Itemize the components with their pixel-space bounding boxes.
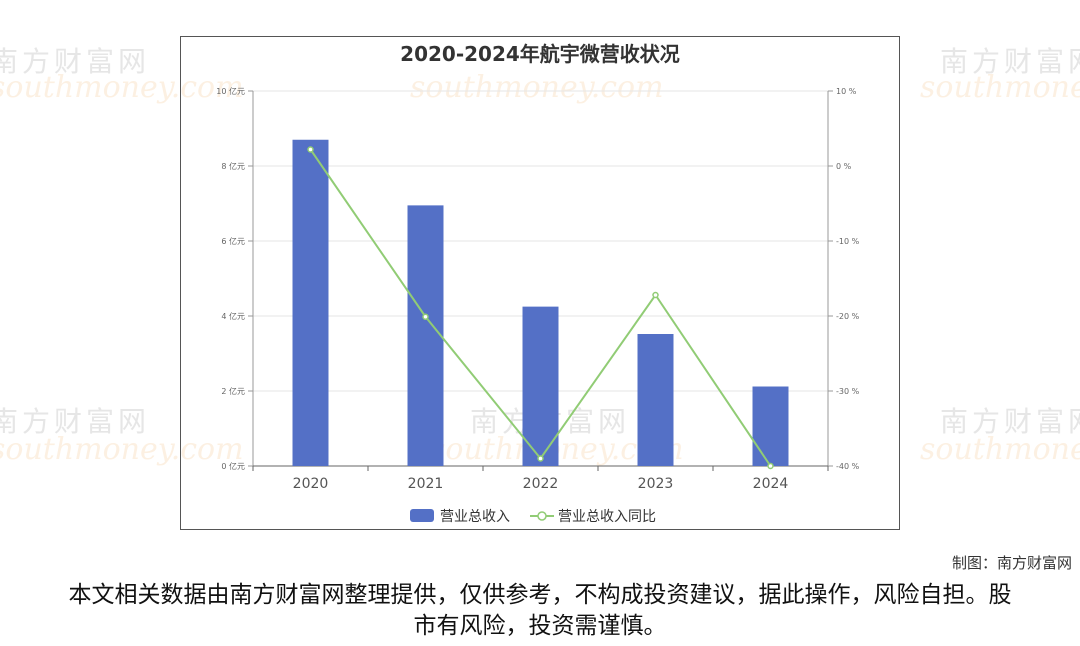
disclaimer-text: 本文相关数据由南方财富网整理提供，仅供参考，不构成投资建议，据此操作，风险自担。…: [68, 582, 1012, 639]
point-yoy-2024: [767, 462, 774, 470]
point-yoy-2022: [537, 455, 544, 462]
left-tick-label: 2 亿元: [221, 386, 245, 396]
bar-revenue-2020: [292, 139, 329, 466]
x-tick-label: 2021: [408, 476, 444, 492]
x-tick-label: 2020: [293, 476, 329, 492]
bar-revenue-2023: [637, 334, 674, 466]
right-tick-label: 0 %: [836, 162, 852, 171]
left-tick-label: 0 亿元: [221, 461, 245, 471]
legend-label-bar: 营业总收入: [440, 509, 510, 525]
right-tick-label: -10 %: [836, 237, 860, 246]
right-tick-label: 10 %: [836, 87, 857, 96]
chart-title: 2020-2024年航宇微营收状况: [400, 42, 680, 66]
x-tick-label: 2024: [753, 476, 789, 492]
legend-swatch-point: [537, 511, 547, 521]
point-yoy-2021: [422, 313, 429, 320]
left-tick-label: 10 亿元: [216, 86, 245, 96]
chart-frame: [180, 36, 900, 530]
legend-label-line: 营业总收入同比: [558, 509, 656, 525]
x-tick-label: 2022: [523, 476, 559, 492]
bar-revenue-2022: [522, 306, 559, 466]
bar-revenue-2021: [407, 205, 444, 466]
left-tick-label: 8 亿元: [221, 161, 245, 171]
credit-text: 制图：南方财富网: [951, 554, 1072, 572]
right-tick-label: -30 %: [836, 387, 860, 396]
right-tick-label: -20 %: [836, 312, 860, 321]
left-tick-label: 4 亿元: [221, 311, 245, 321]
x-tick-label: 2023: [638, 476, 674, 492]
legend-swatch-bar: [410, 509, 434, 522]
point-yoy-2020: [307, 146, 314, 153]
point-yoy-2023: [652, 291, 659, 299]
right-tick-label: -40 %: [836, 462, 860, 471]
left-tick-label: 6 亿元: [221, 236, 245, 246]
bar-revenue-2024: [752, 386, 789, 466]
